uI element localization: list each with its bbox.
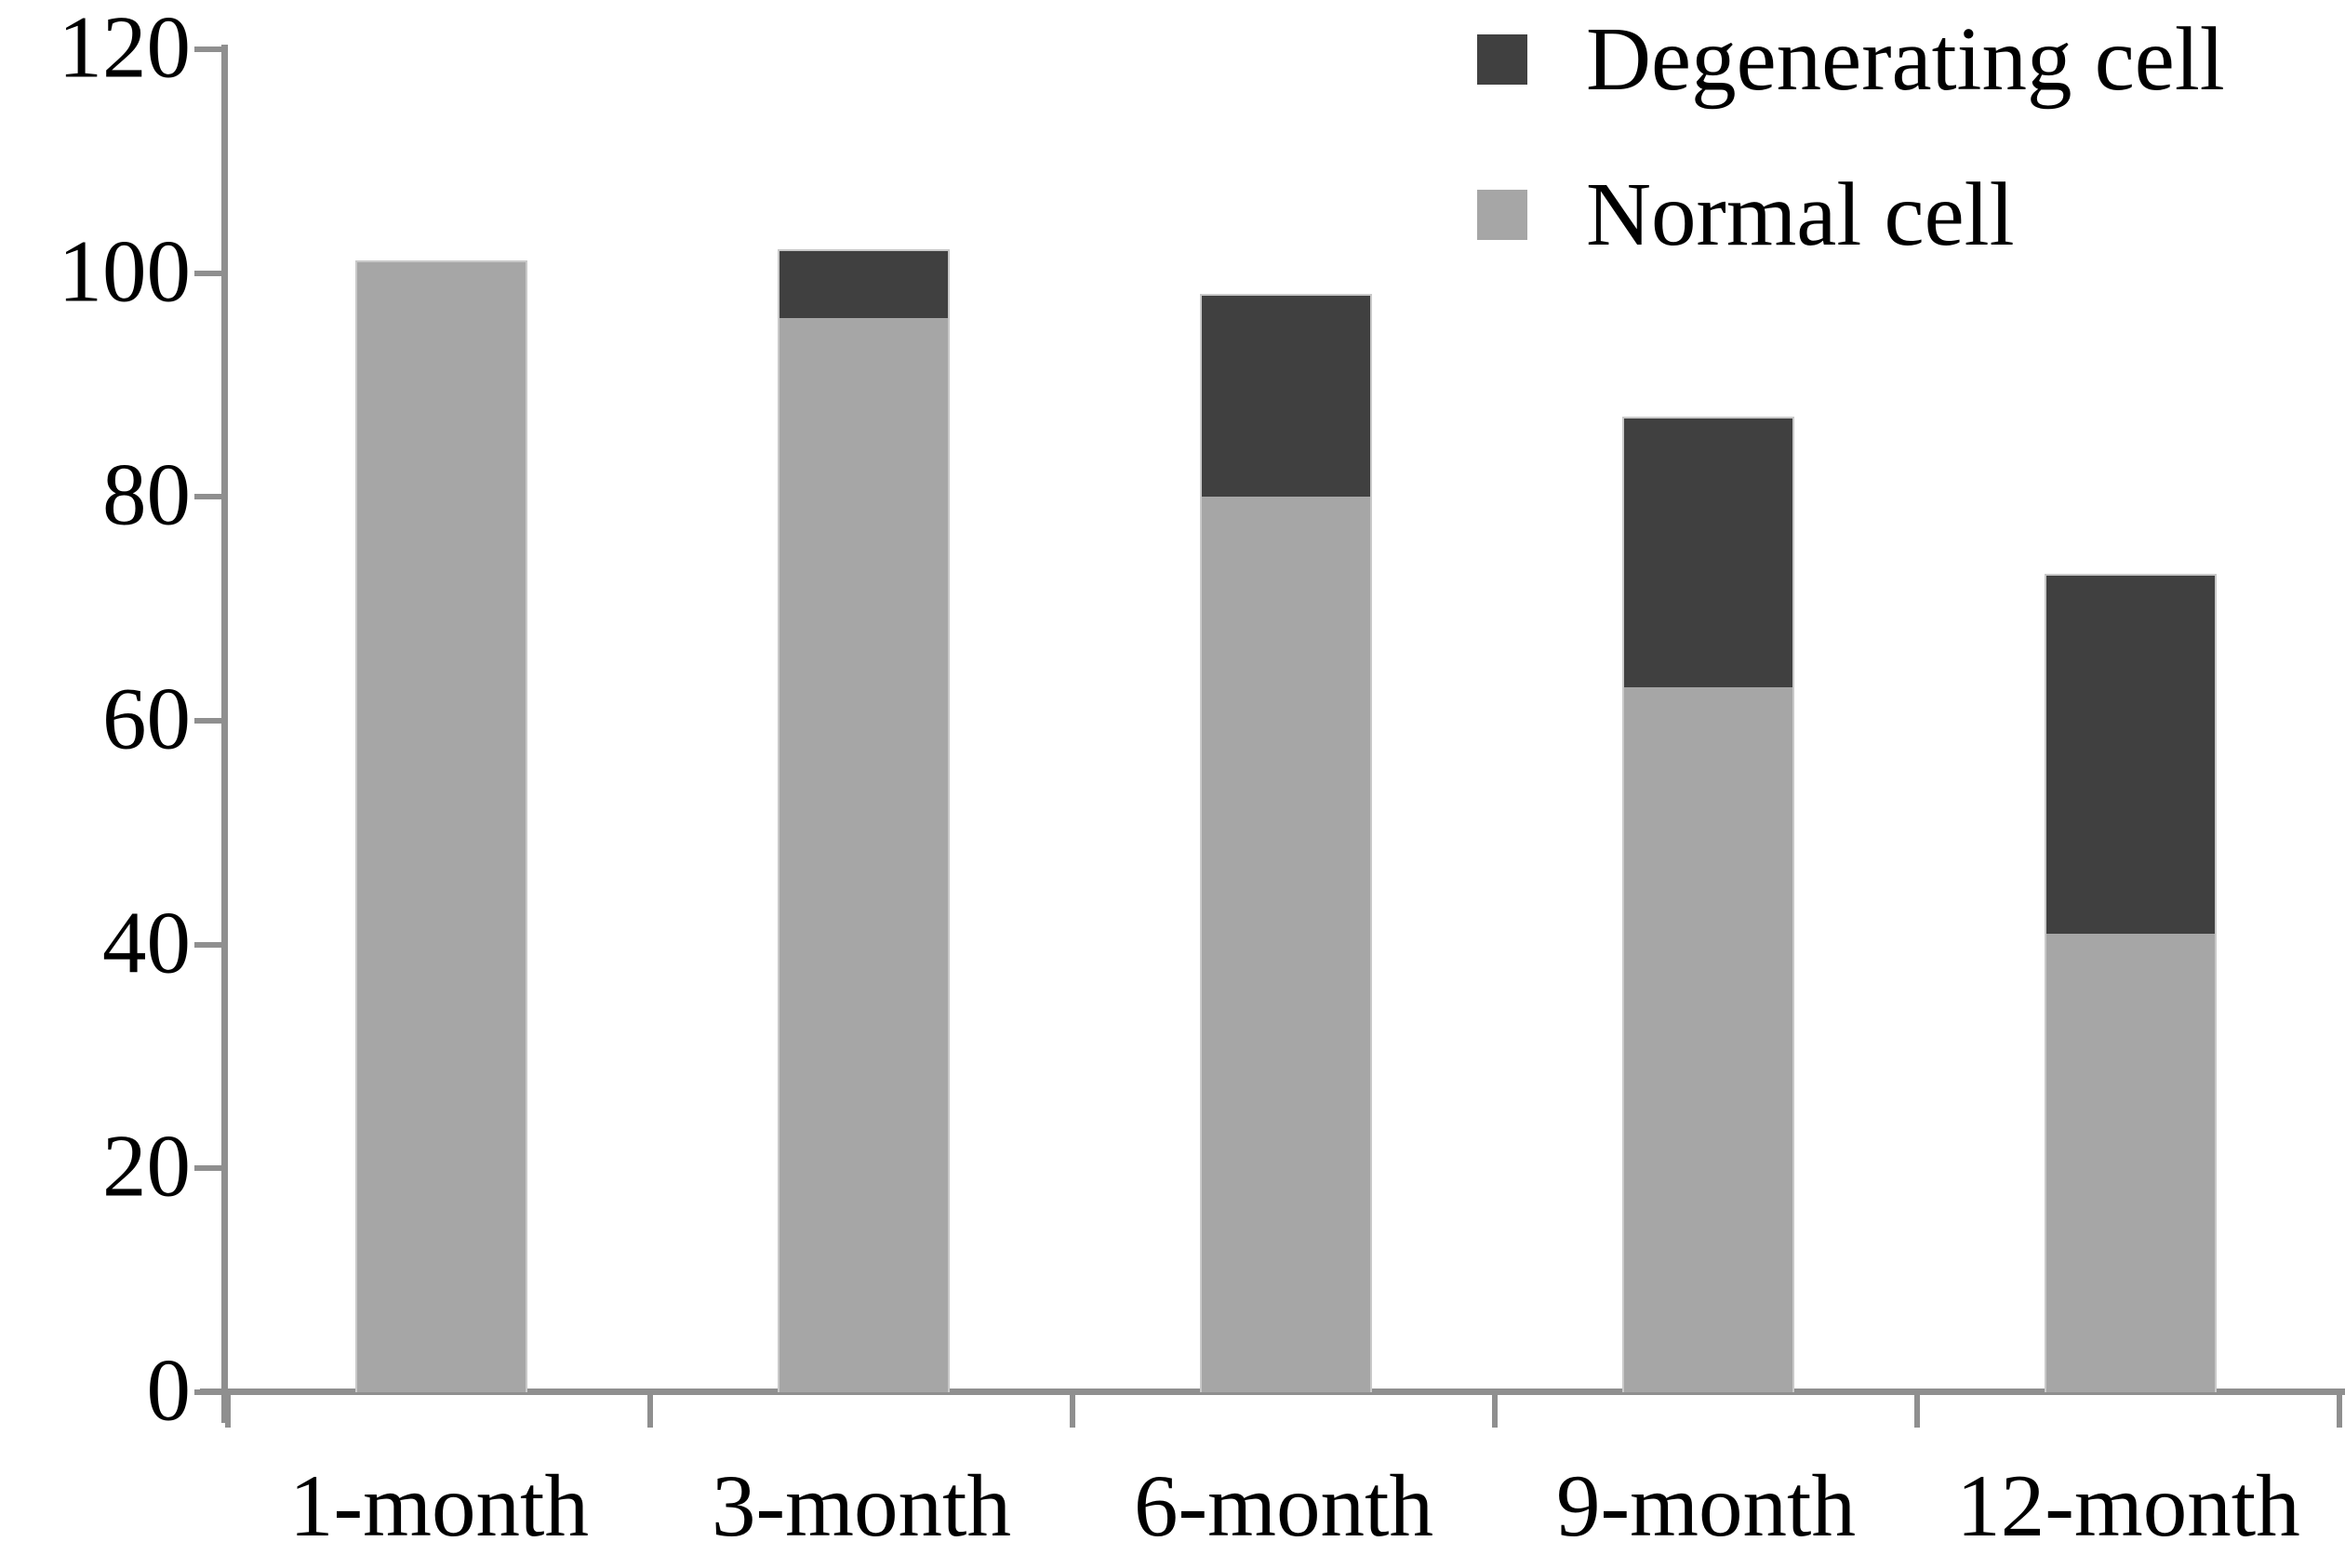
bar-1-month bbox=[354, 259, 527, 1392]
bar-segment-normal-cell bbox=[779, 317, 948, 1392]
y-axis-tick bbox=[194, 718, 228, 724]
bar-3-month bbox=[777, 248, 950, 1392]
bar-segment-normal-cell bbox=[2045, 933, 2215, 1392]
bar-segment-degenerating-cell bbox=[1201, 295, 1370, 498]
x-axis-label-9-month: 9-month bbox=[1556, 1456, 1856, 1555]
legend-label-normal-cell: Normal cell bbox=[1586, 165, 2015, 264]
bar-segment-degenerating-cell bbox=[2045, 575, 2215, 934]
x-axis-label-12-month: 12-month bbox=[1956, 1456, 2300, 1555]
y-axis-tick-label: 20 bbox=[102, 1116, 191, 1216]
x-axis-tick bbox=[1492, 1392, 1498, 1428]
y-axis-tick-label: 0 bbox=[146, 1340, 192, 1440]
y-axis-tick-label: 60 bbox=[102, 669, 191, 768]
x-axis-tick bbox=[1914, 1392, 1920, 1428]
y-axis-tick bbox=[194, 941, 228, 948]
bar-6-month bbox=[1199, 293, 1372, 1392]
y-axis-tick bbox=[194, 47, 228, 52]
bar-segment-normal-cell bbox=[356, 261, 526, 1392]
y-axis-tick bbox=[194, 1165, 228, 1172]
x-axis-tick bbox=[1070, 1392, 1075, 1428]
x-axis-label-6-month: 6-month bbox=[1134, 1456, 1433, 1555]
x-axis-tick bbox=[647, 1392, 653, 1428]
legend-swatch-degenerating-cell bbox=[1477, 34, 1527, 85]
bar-12-month bbox=[2044, 573, 2217, 1392]
bar-segment-normal-cell bbox=[1623, 686, 1792, 1392]
y-axis-tick-label: 120 bbox=[58, 0, 192, 97]
x-axis-label-3-month: 3-month bbox=[712, 1456, 1011, 1555]
y-axis-tick-label: 80 bbox=[102, 445, 191, 544]
y-axis-line bbox=[221, 45, 228, 1423]
bar-segment-degenerating-cell bbox=[1623, 419, 1792, 687]
bar-segment-normal-cell bbox=[1201, 497, 1370, 1392]
legend-item-degenerating-cell: Degenerating cell bbox=[1477, 13, 2225, 106]
y-axis-tick bbox=[194, 270, 228, 276]
legend-swatch-normal-cell bbox=[1477, 190, 1527, 240]
y-axis-tick bbox=[194, 1389, 228, 1395]
x-axis-tick bbox=[225, 1392, 231, 1428]
legend-label-degenerating-cell: Degenerating cell bbox=[1586, 9, 2225, 109]
legend-item-normal-cell: Normal cell bbox=[1477, 168, 2225, 261]
x-axis-label-1-month: 1-month bbox=[289, 1456, 589, 1555]
legend: Degenerating cell Normal cell bbox=[1477, 13, 2225, 324]
y-axis-tick-label: 40 bbox=[102, 893, 191, 992]
bar-segment-degenerating-cell bbox=[779, 250, 948, 318]
x-axis-tick bbox=[2337, 1392, 2342, 1428]
y-axis-tick-label: 100 bbox=[58, 221, 192, 321]
bar-9-month bbox=[1621, 417, 1794, 1392]
y-axis-tick bbox=[194, 494, 228, 500]
